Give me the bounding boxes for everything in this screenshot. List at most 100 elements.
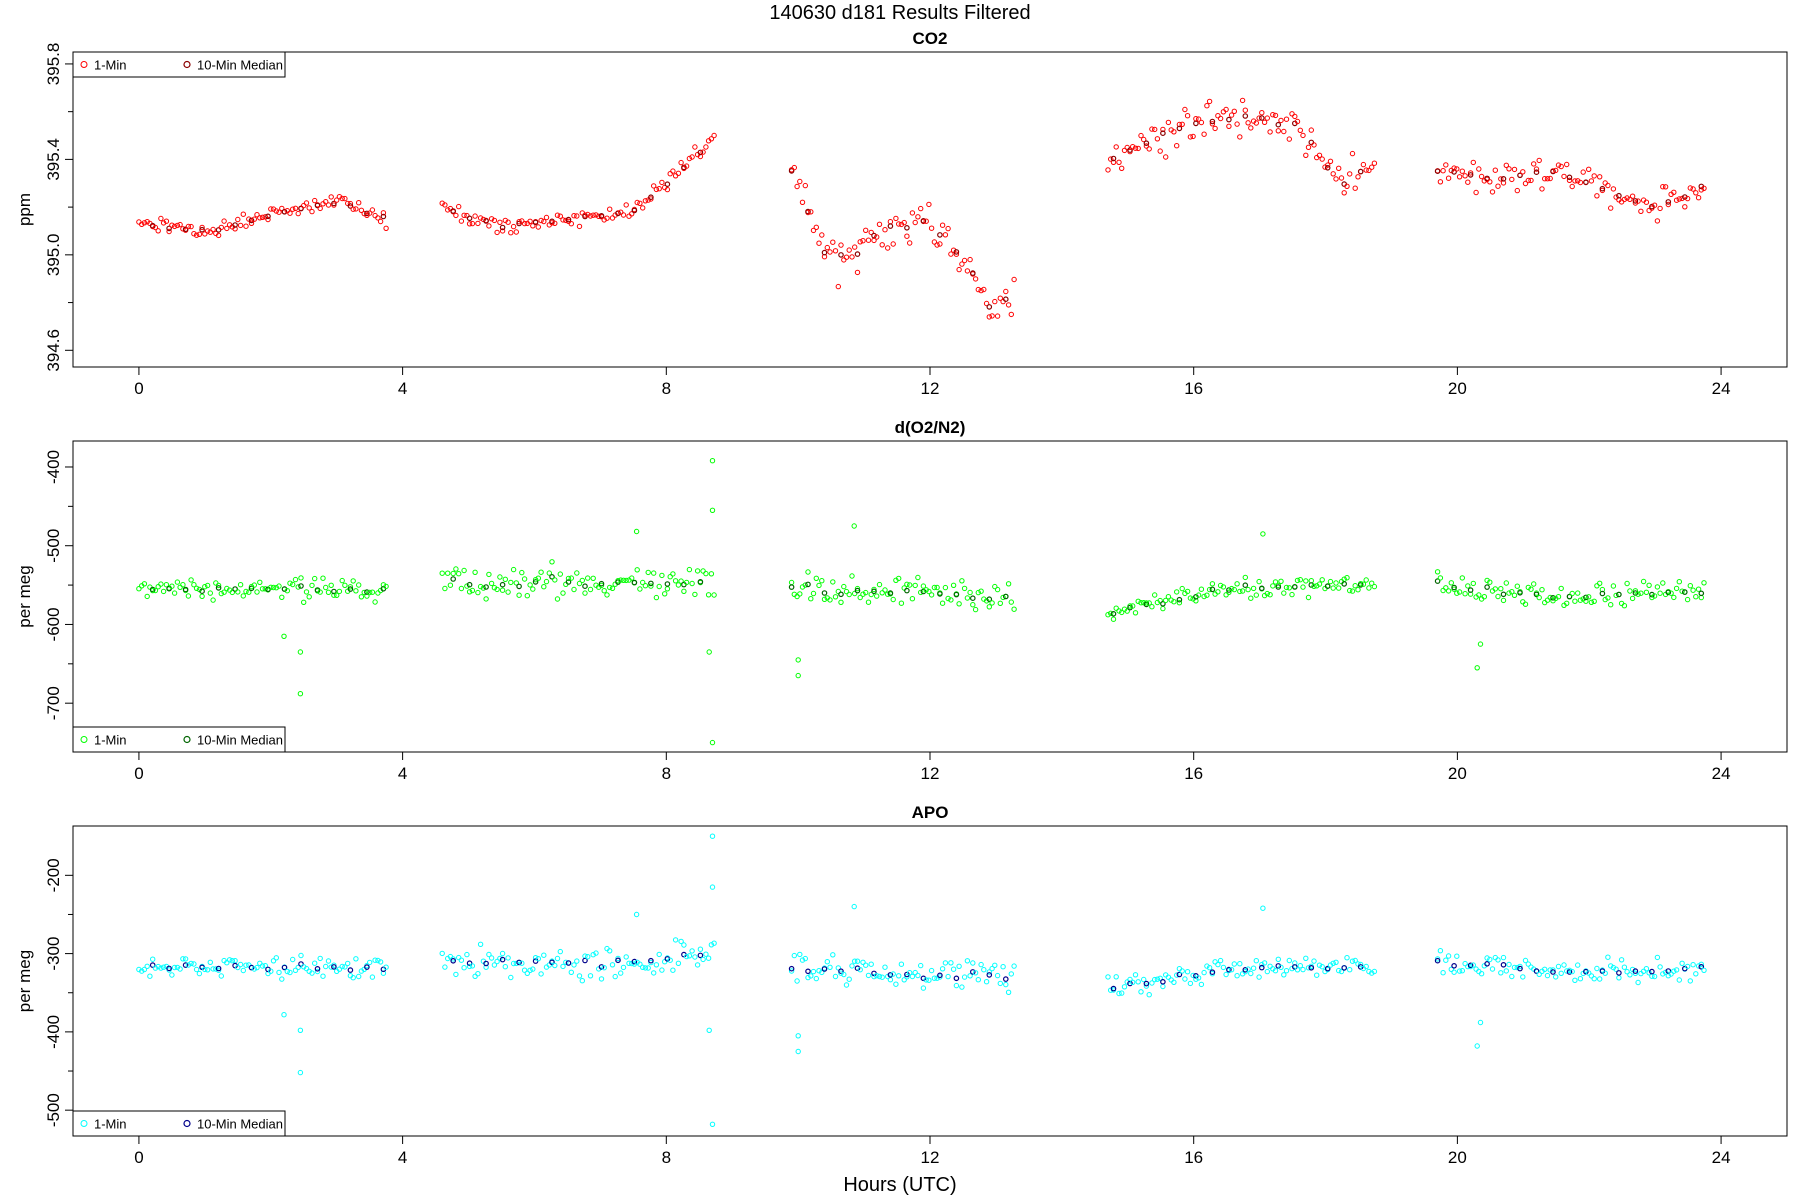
data-point-median: [1566, 593, 1573, 600]
data-point-1min: [527, 582, 533, 588]
data-point-1min: [1352, 957, 1358, 964]
data-point-1min: [494, 586, 500, 593]
data-point-1min: [1635, 979, 1641, 986]
data-point-1min: [1135, 598, 1141, 604]
data-point-1min: [1206, 586, 1213, 593]
data-point-1min: [309, 208, 315, 215]
data-point-1min: [1215, 113, 1221, 119]
data-point-1min: [689, 948, 695, 954]
data-point-median: [697, 952, 704, 959]
data-point-1min: [865, 599, 872, 605]
data-point-1min: [832, 594, 839, 600]
data-point-1min: [579, 577, 585, 584]
data-point-1min: [483, 596, 489, 602]
data-point-1min: [237, 961, 244, 968]
data-point-1min: [375, 215, 381, 221]
data-point-1min: [664, 586, 671, 592]
data-point-1min: [1525, 961, 1532, 967]
data-point-median: [483, 960, 489, 967]
data-point-1min: [1514, 187, 1521, 194]
data-point-1min: [1330, 960, 1336, 966]
data-point-1min: [890, 241, 896, 247]
data-point-1min: [1242, 107, 1249, 113]
data-point-1min: [1514, 583, 1521, 589]
data-point-median: [1275, 584, 1282, 590]
data-point-median: [598, 580, 605, 587]
data-point-1min: [1531, 581, 1537, 587]
data-point-1min: [439, 570, 445, 576]
data-point-1min: [1267, 129, 1273, 135]
data-point-1min: [601, 588, 607, 594]
data-point-1min: [1352, 583, 1358, 589]
data-point-median: [483, 584, 489, 590]
data-point-1min: [827, 249, 833, 255]
data-point-1min: [235, 216, 241, 223]
data-point-1min: [158, 215, 164, 222]
data-point-1min: [956, 601, 962, 607]
data-point-1min: [950, 582, 957, 588]
data-point-1min: [634, 567, 640, 573]
data-point-median: [1176, 596, 1183, 603]
x-tick-label: 0: [134, 1148, 143, 1167]
data-point-median: [1110, 985, 1117, 992]
data-point-1min: [535, 224, 541, 230]
data-point-1min: [1528, 177, 1534, 184]
data-point-1min: [191, 582, 197, 588]
data-point-1min: [510, 223, 517, 230]
data-point-1min: [262, 214, 268, 220]
data-point-1min: [871, 973, 877, 980]
data-point-1min: [259, 214, 266, 221]
data-point-1min: [678, 938, 684, 945]
data-point-median: [1324, 583, 1331, 590]
data-point-1min: [945, 595, 951, 602]
data-point-1min: [1130, 603, 1136, 609]
data-point-1min: [350, 206, 356, 212]
data-point-1min: [709, 884, 716, 890]
data-point-1min: [1152, 592, 1158, 598]
data-point-1min: [1445, 175, 1452, 181]
data-point-1min: [1119, 990, 1125, 996]
data-point-1min: [1660, 971, 1666, 977]
data-point-1min: [139, 221, 145, 228]
data-point-1min: [158, 581, 164, 587]
data-point-1min: [323, 963, 329, 970]
data-point-1min: [202, 966, 208, 973]
data-point-1min: [350, 578, 356, 584]
data-point-1min: [841, 971, 847, 978]
data-point-1min: [505, 589, 511, 595]
data-point-1min: [1008, 311, 1014, 318]
data-point-1min: [637, 586, 643, 592]
data-point-1min: [1597, 580, 1603, 586]
data-point-1min: [832, 973, 839, 980]
data-point-1min: [323, 199, 329, 205]
data-point-1min: [1654, 954, 1661, 961]
data-point-1min: [213, 580, 219, 586]
data-point-median: [821, 590, 828, 596]
data-point-median: [920, 975, 927, 982]
data-point-1min: [604, 215, 610, 221]
data-point-1min: [1621, 196, 1628, 203]
data-point-1min: [931, 584, 938, 591]
data-point-1min: [516, 219, 522, 225]
data-point-1min: [992, 583, 998, 590]
data-point-1min: [1261, 119, 1268, 126]
data-point-1min: [1121, 984, 1128, 990]
data-point-1min: [1561, 173, 1567, 180]
data-point-1min: [552, 220, 558, 227]
data-point-1min: [1311, 583, 1317, 589]
data-point-median: [248, 964, 255, 971]
data-point-1min: [1459, 968, 1466, 974]
data-point-1min: [541, 952, 547, 958]
data-point-1min: [1154, 136, 1161, 142]
data-point-1min: [345, 960, 351, 967]
data-point-1min: [1283, 968, 1290, 974]
data-point-1min: [1509, 973, 1515, 980]
data-point-1min: [1684, 596, 1691, 603]
data-point-median: [499, 224, 506, 231]
data-point-1min: [816, 240, 822, 246]
data-point-1min: [519, 960, 525, 966]
data-point-1min: [593, 950, 599, 956]
data-point-1min: [377, 959, 384, 965]
data-point-1min: [1152, 976, 1158, 983]
data-point-1min: [350, 975, 356, 981]
